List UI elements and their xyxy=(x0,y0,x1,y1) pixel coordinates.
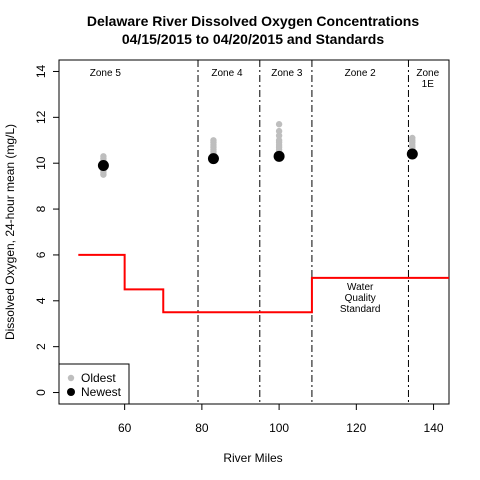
legend-marker xyxy=(67,388,75,396)
y-tick-label: 4 xyxy=(34,297,48,304)
y-tick-label: 12 xyxy=(34,110,48,124)
zone-label: Zone 4 xyxy=(211,68,243,79)
oldest-point xyxy=(100,153,107,160)
y-tick-label: 0 xyxy=(34,389,48,396)
x-axis-label: River Miles xyxy=(223,451,282,465)
y-tick-label: 6 xyxy=(34,251,48,258)
x-tick-label: 60 xyxy=(118,421,132,435)
newest-point xyxy=(207,153,219,165)
x-tick-label: 80 xyxy=(195,421,209,435)
oldest-point xyxy=(409,134,416,142)
oldest-point xyxy=(275,121,283,128)
legend-label: Newest xyxy=(81,385,122,399)
x-tick-label: 140 xyxy=(424,421,444,435)
y-tick-label: 10 xyxy=(34,156,48,170)
oldest-point xyxy=(210,137,217,144)
standard-line xyxy=(78,253,449,314)
y-axis-label: Dissolved Oxygen, 24-hour mean (mg/L) xyxy=(3,124,17,340)
zone-label: Zone 5 xyxy=(90,68,122,79)
newest-point xyxy=(406,148,418,160)
zone-label: Zone 1E xyxy=(416,68,439,90)
zone-label: Zone 3 xyxy=(271,68,303,79)
y-tick-label: 14 xyxy=(34,64,48,78)
zone-label: Zone 2 xyxy=(345,68,377,79)
standard-label: Water Quality Standard xyxy=(340,282,381,315)
oldest-point xyxy=(275,127,283,135)
legend-label: Oldest xyxy=(81,371,116,385)
newest-point xyxy=(97,159,109,171)
chart-title: Delaware River Dissolved Oxygen Concentr… xyxy=(87,13,419,29)
plot-area: 60 80 100 120 140 0 2 4 6 8 10 12 14 Zone 5 Zone 4 Zone… xyxy=(34,59,450,435)
oldest-point xyxy=(275,137,283,144)
legend-box xyxy=(58,363,130,405)
y-tick-label: 2 xyxy=(34,343,48,350)
x-tick-label: 120 xyxy=(346,421,366,435)
x-tick-label: 100 xyxy=(269,421,289,435)
newest-point xyxy=(273,150,285,162)
oldest-point xyxy=(275,132,283,139)
plot-frame xyxy=(58,59,450,405)
legend-marker xyxy=(67,374,75,382)
y-tick-label: 8 xyxy=(34,205,48,212)
chart-subtitle: 04/15/2015 to 04/20/2015 and Standards xyxy=(122,31,384,47)
